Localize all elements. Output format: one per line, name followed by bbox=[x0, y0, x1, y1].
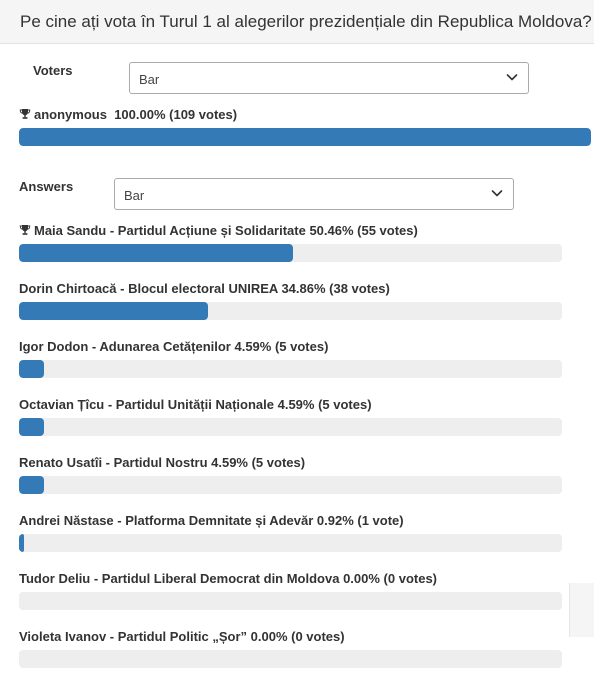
answer-label: Igor Dodon - Adunarea Cetățenilor 4.59% … bbox=[19, 339, 329, 354]
answers-label: Answers bbox=[19, 179, 74, 194]
answer-progress-bar bbox=[19, 360, 562, 378]
answers-select-value: Bar bbox=[124, 188, 145, 203]
answer-progress-bar bbox=[19, 592, 562, 610]
answer-label: Dorin Chirtoacă - Blocul electoral UNIRE… bbox=[19, 281, 390, 296]
answer-label: Octavian Țîcu - Partidul Unității Națion… bbox=[19, 397, 372, 412]
question-title: Pe cine ați vota în Turul 1 al alegerilo… bbox=[0, 0, 594, 44]
chevron-down-icon bbox=[506, 74, 518, 81]
voter-progress-bar bbox=[19, 128, 591, 146]
answer-progress-fill bbox=[19, 534, 24, 552]
voter-progress-fill bbox=[19, 128, 591, 146]
voter-result-label: anonymous 100.00% (109 votes) bbox=[19, 107, 237, 122]
answer-progress-bar bbox=[19, 534, 562, 552]
answer-label: Maia Sandu - Partidul Acțiune și Solidar… bbox=[19, 223, 418, 238]
answers-chart-type-select[interactable]: Bar bbox=[114, 178, 514, 210]
answer-progress-bar bbox=[19, 302, 562, 320]
answer-progress-bar bbox=[19, 476, 562, 494]
answer-label: Violeta Ivanov - Partidul Politic „Șor” … bbox=[19, 629, 345, 644]
trophy-icon bbox=[19, 225, 31, 235]
voter-name: anonymous bbox=[34, 107, 107, 122]
answer-progress-fill bbox=[19, 360, 44, 378]
voter-stats: 100.00% (109 votes) bbox=[114, 107, 238, 122]
answer-progress-fill bbox=[19, 244, 293, 262]
answer-progress-fill bbox=[19, 476, 44, 494]
voters-label: Voters bbox=[33, 63, 73, 78]
voters-select-value: Bar bbox=[139, 72, 160, 87]
voters-chart-type-select[interactable]: Bar bbox=[129, 62, 529, 94]
side-panel-edge bbox=[569, 583, 594, 637]
answer-label: Tudor Deliu - Partidul Liberal Democrat … bbox=[19, 571, 437, 586]
answer-label-text: Maia Sandu - Partidul Acțiune și Solidar… bbox=[34, 223, 418, 238]
answer-label: Andrei Năstase - Platforma Demnitate și … bbox=[19, 513, 404, 528]
answer-progress-fill bbox=[19, 302, 209, 320]
answer-progress-fill bbox=[19, 418, 44, 436]
chevron-down-icon bbox=[491, 190, 503, 197]
trophy-icon bbox=[19, 109, 31, 119]
answer-progress-bar bbox=[19, 650, 562, 668]
answer-label: Renato Usatîi - Partidul Nostru 4.59% (5… bbox=[19, 455, 306, 470]
answer-progress-bar bbox=[19, 418, 562, 436]
answer-progress-bar bbox=[19, 244, 562, 262]
